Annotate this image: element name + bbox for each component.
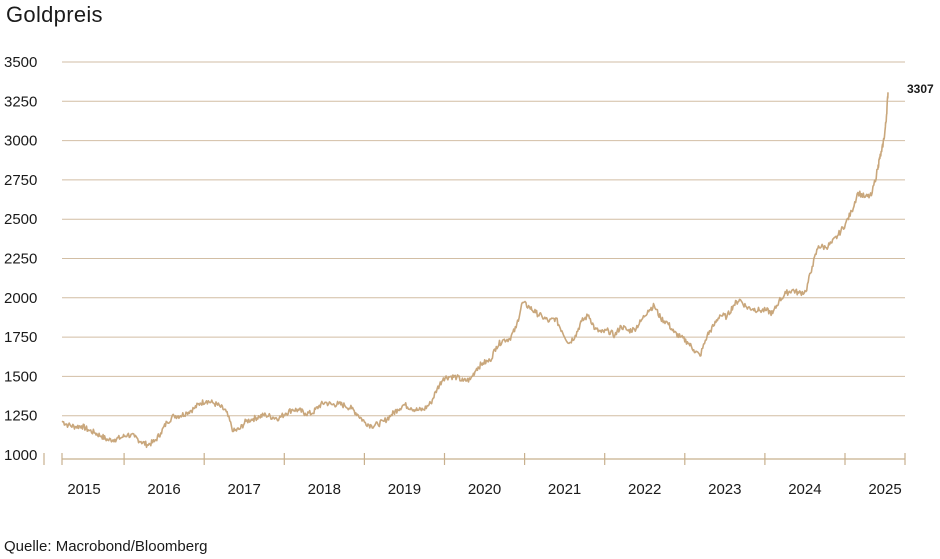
gridlines [62,61,905,417]
x-tick-label-2025: 2025 [868,481,901,498]
y-tick-label-2000: 2000 [4,290,37,307]
gold-price-line [61,92,889,449]
annotations: 3307 [907,82,934,96]
y-tick-label-3500: 3500 [4,54,37,71]
x-tick-label-2019: 2019 [388,481,421,498]
y-tick-label-1250: 1250 [4,408,37,425]
x-tick-label-2015: 2015 [67,481,100,498]
x-tick-label-2022: 2022 [628,481,661,498]
y-tick-label-1750: 1750 [4,329,37,346]
x-tick-label-2020: 2020 [468,481,501,498]
gold-price-chart: 1000 1250 1500 1750 2000 2250 2500 2750 3000 3250… [4,54,934,498]
x-tick-label-2024: 2024 [788,481,821,498]
y-tick-label-3250: 3250 [4,93,37,110]
y-tick-label-1000: 1000 [4,447,37,464]
last-value-label: 3307 [907,82,934,96]
x-tick-label-2018: 2018 [308,481,341,498]
x-tick-label-2023: 2023 [708,481,741,498]
x-tick-label-2021: 2021 [548,481,581,498]
y-tick-label-1500: 1500 [4,368,37,385]
x-axis: 2015 2016 2017 2018 2019 2020 2021 2022 2023 2024… [43,453,906,498]
y-tick-label-3000: 3000 [4,133,37,150]
y-axis: 1000 1250 1500 1750 2000 2250 2500 2750 3000 3250… [4,54,37,464]
series [61,92,889,449]
x-tick-label-2016: 2016 [147,481,180,498]
source-note: Quelle: Macrobond/Bloomberg [4,538,208,555]
x-tick-label-2017: 2017 [228,481,261,498]
chart-title: Goldpreis [6,2,103,27]
y-tick-label-2250: 2250 [4,251,37,268]
y-tick-label-2500: 2500 [4,211,37,228]
y-tick-label-2750: 2750 [4,172,37,189]
